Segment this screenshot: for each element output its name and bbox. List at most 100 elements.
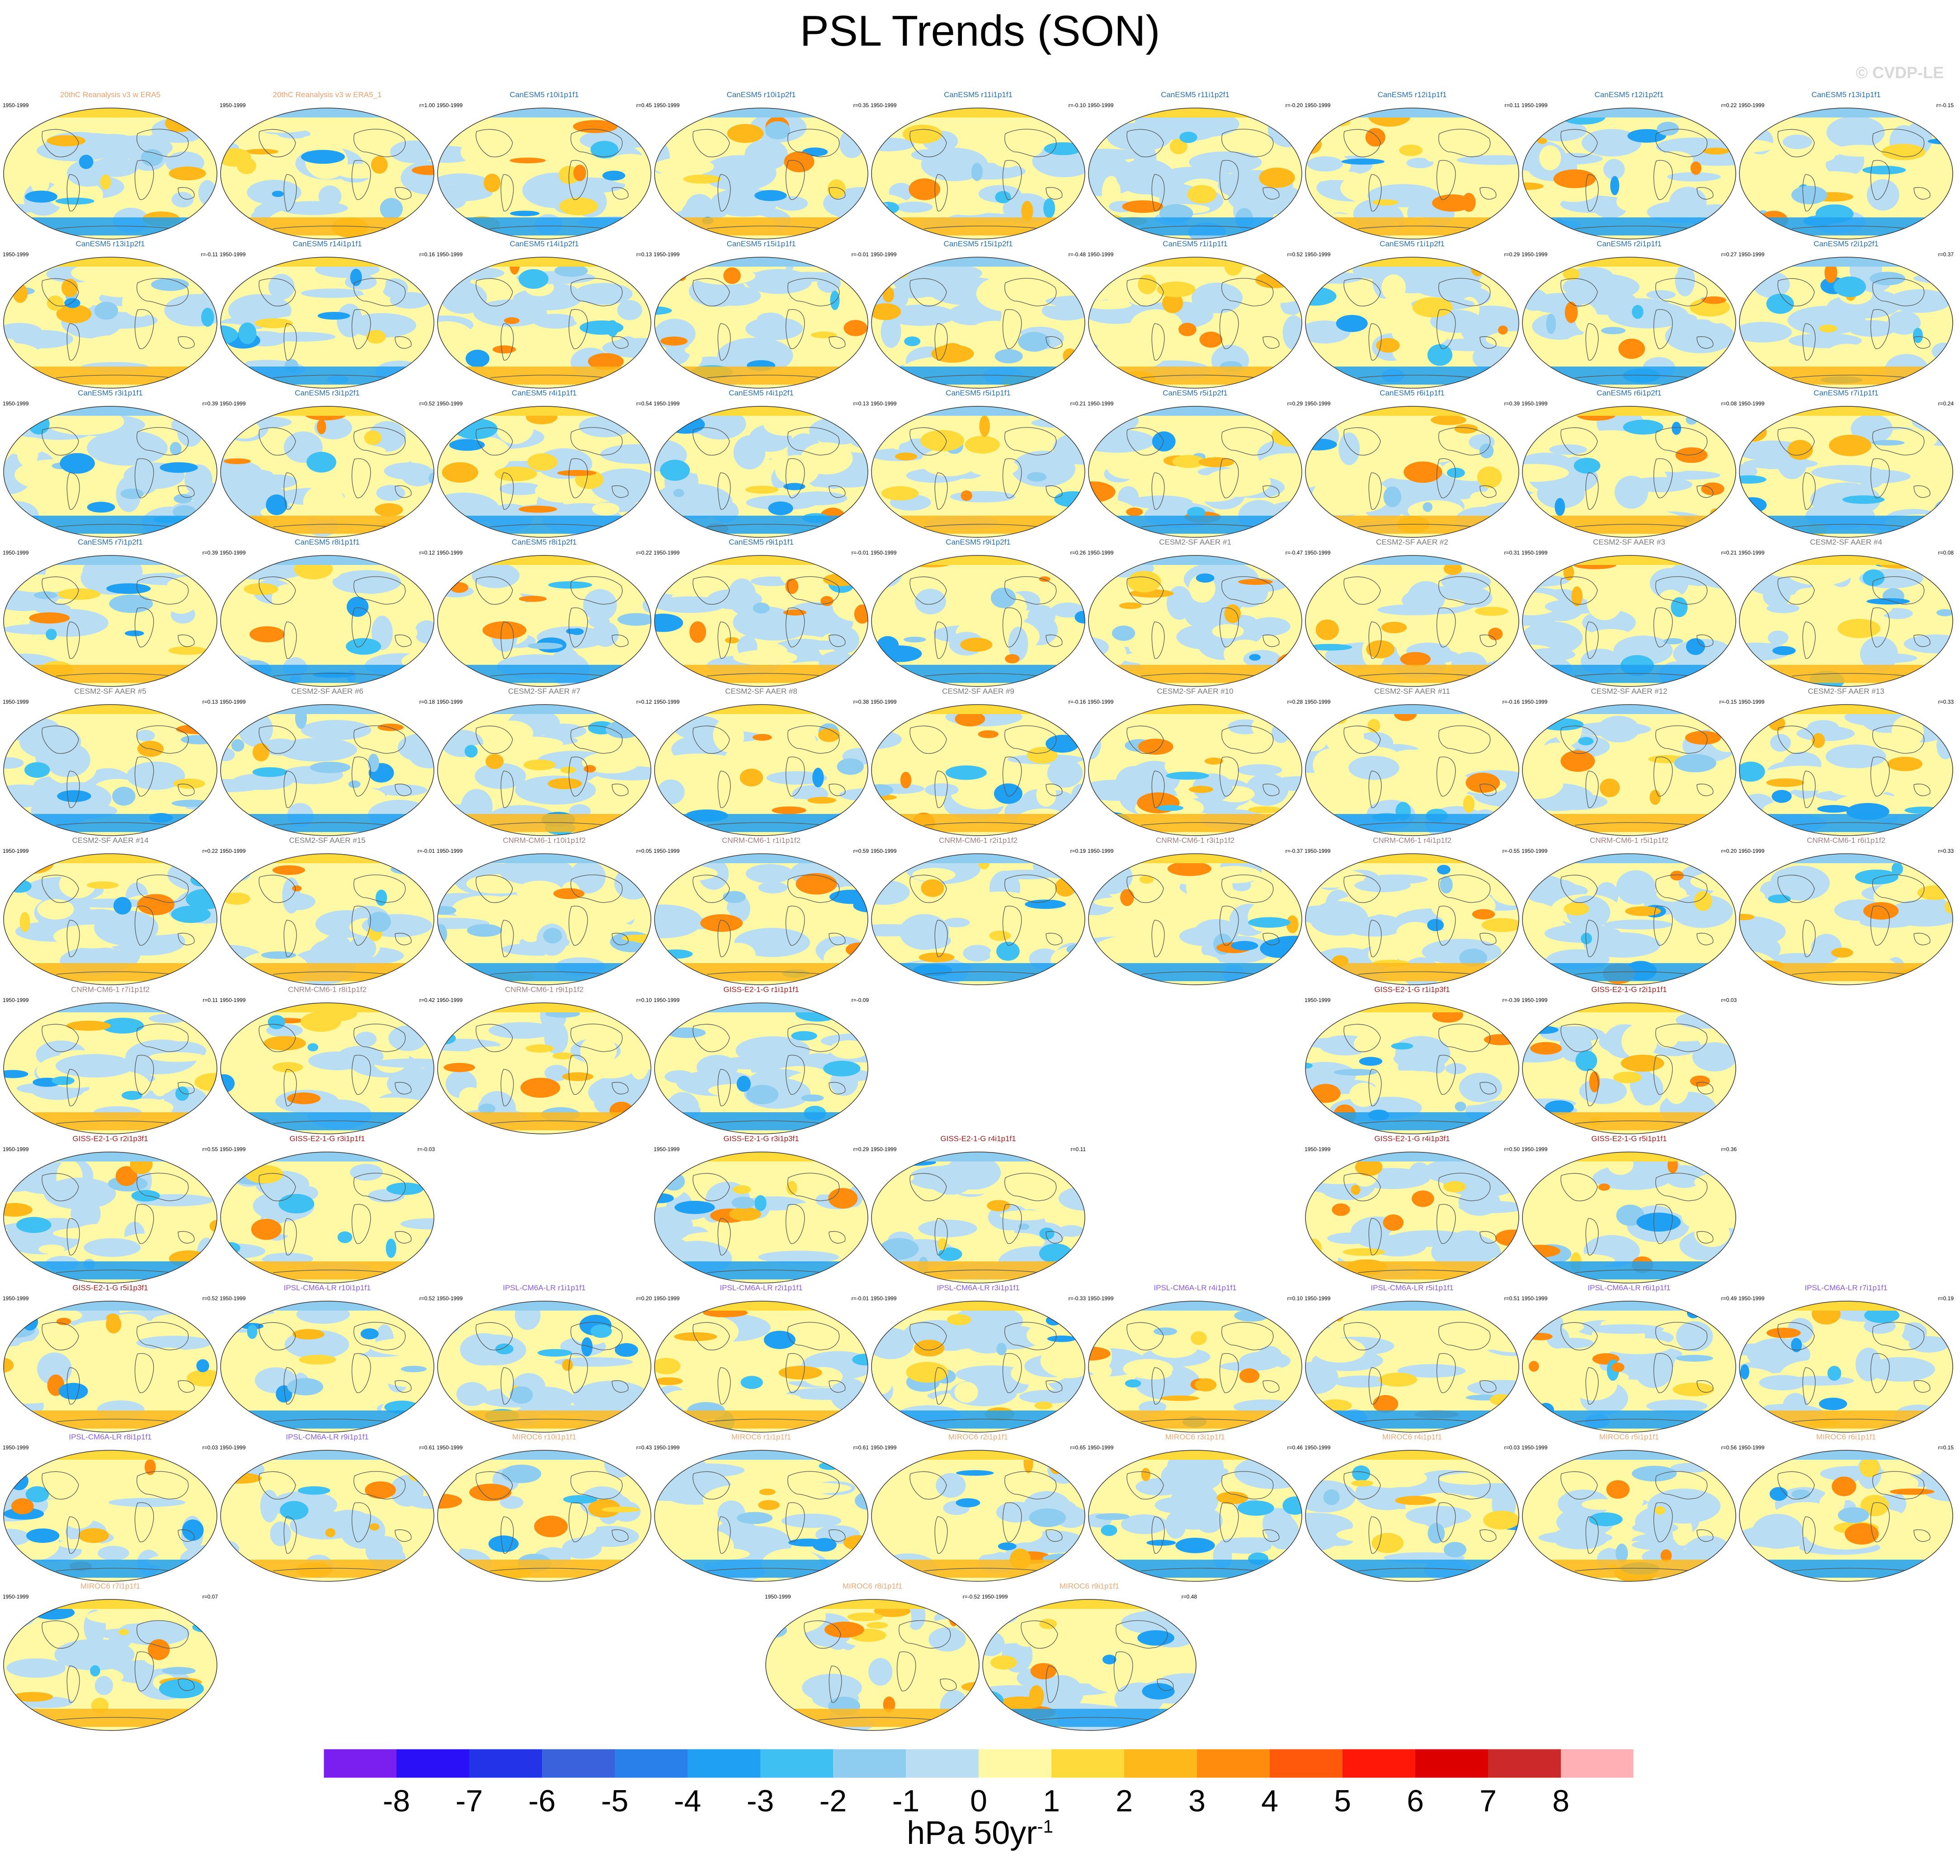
map-anomaly	[689, 1316, 739, 1347]
map-anomaly	[680, 1411, 843, 1429]
map-anomaly	[1437, 865, 1451, 875]
map-anomaly	[765, 121, 791, 140]
coastline	[923, 1269, 1042, 1273]
map-anomaly	[1802, 171, 1863, 185]
map-border	[437, 1002, 651, 1134]
map-anomaly	[384, 462, 432, 480]
map-anomaly	[1672, 422, 1682, 435]
map-anomaly	[807, 797, 837, 804]
coastline	[899, 1620, 951, 1649]
map-anomaly	[1566, 406, 1692, 416]
map-anomaly	[723, 891, 746, 903]
panel-correlation: r=0.19	[1070, 848, 1086, 854]
map-anomaly	[428, 472, 434, 484]
coastline	[1791, 1568, 1910, 1571]
map-anomaly	[1005, 654, 1020, 663]
map-anomaly	[1173, 411, 1237, 444]
map-border	[1739, 555, 1953, 687]
map-anomaly	[1432, 194, 1472, 212]
map-anomaly	[1588, 1324, 1664, 1334]
coastline	[42, 278, 79, 306]
map-anomaly	[1472, 909, 1495, 920]
map-anomaly	[1349, 705, 1475, 714]
panel-title: CESM2-SF AAER #7	[508, 687, 580, 696]
map-anomaly	[766, 771, 827, 785]
coastline	[707, 1120, 825, 1124]
panel-correlation: r=0.29	[853, 1146, 869, 1152]
coastline	[1696, 187, 1714, 200]
panel-title: CanESM5 r6i1p1f1	[1380, 389, 1445, 397]
coastline	[693, 1024, 730, 1052]
map-anomaly	[301, 150, 345, 164]
coastline	[1479, 635, 1497, 647]
trend-map	[654, 704, 868, 836]
map-anomaly	[989, 1602, 1019, 1624]
map-anomaly	[1522, 1110, 1536, 1128]
panel-years: 1950-1999	[654, 400, 680, 407]
map-anomaly	[1153, 1327, 1177, 1335]
panel-years: 1950-1999	[1305, 997, 1331, 1003]
map-anomaly	[673, 449, 753, 475]
coastline	[717, 1367, 731, 1405]
map-anomaly	[1430, 415, 1466, 425]
map-anomaly	[1863, 653, 1918, 663]
map-panel: CanESM5 r6i1p2f1 1950-1999 r=0.08	[1521, 389, 1738, 540]
map-anomaly	[698, 555, 825, 565]
map-anomaly	[1598, 1183, 1610, 1191]
map-border	[1522, 257, 1736, 389]
panel-years: 1950-1999	[3, 251, 29, 258]
coastline	[568, 1353, 588, 1393]
coastline	[351, 906, 371, 946]
map-anomaly	[1195, 300, 1230, 312]
map-anomaly	[557, 470, 597, 476]
coastline	[178, 933, 195, 945]
map-anomaly	[1391, 1043, 1413, 1050]
map-panel: GISS-E2-1-G r4i1p3f1 1950-1999 r=0.50	[1304, 1134, 1521, 1286]
coastline	[923, 822, 1042, 826]
map-anomaly	[1490, 1394, 1512, 1406]
map-anomaly	[264, 406, 391, 416]
map-anomaly	[1832, 1476, 1856, 1496]
coastline	[1436, 607, 1456, 648]
map-anomaly	[674, 1332, 717, 1341]
map-anomaly	[590, 1324, 612, 1338]
coastline	[707, 226, 825, 229]
coastline	[259, 1173, 296, 1201]
map-anomaly	[872, 303, 901, 320]
coastline	[1343, 427, 1381, 456]
panel-years: 1950-1999	[871, 848, 897, 854]
coastline	[1872, 875, 1925, 903]
panel-title: GISS-E2-1-G r2i1p1f1	[1591, 985, 1667, 994]
coastline	[273, 1419, 391, 1422]
map-anomaly	[1834, 145, 1886, 157]
map-border	[871, 555, 1085, 687]
panel-title: GISS-E2-1-G r2i1p3f1	[72, 1134, 148, 1143]
coastline	[353, 1471, 406, 1500]
trend-map	[1305, 1450, 1519, 1582]
panel-correlation: r=0.08	[1721, 400, 1737, 407]
coastline	[1126, 1471, 1164, 1500]
map-anomaly	[1603, 159, 1625, 180]
coastline	[500, 621, 514, 659]
coastline	[1870, 906, 1890, 946]
coastline	[1560, 1471, 1598, 1500]
map-anomaly	[1114, 367, 1277, 385]
map-anomaly	[1575, 1050, 1597, 1071]
map-anomaly	[174, 494, 193, 503]
panel-correlation: r=-0.03	[417, 1146, 435, 1152]
map-anomaly	[943, 917, 970, 927]
map-anomaly	[416, 652, 434, 678]
map-anomaly	[168, 646, 207, 655]
coastline	[259, 1024, 296, 1052]
panel-correlation: r=-0.20	[1285, 102, 1303, 108]
map-anomaly	[1697, 121, 1723, 134]
trend-map	[1739, 1450, 1953, 1582]
map-anomaly	[1305, 1516, 1337, 1532]
map-anomaly	[400, 1366, 427, 1373]
map-anomaly	[745, 317, 803, 340]
colorbar-tick-label: 2	[1116, 1784, 1133, 1818]
map-anomaly	[570, 628, 584, 635]
map-anomaly	[921, 879, 944, 897]
map-panel: CESM2-SF AAER #8 1950-1999 r=0.38	[653, 687, 870, 838]
coastline	[787, 1173, 840, 1201]
